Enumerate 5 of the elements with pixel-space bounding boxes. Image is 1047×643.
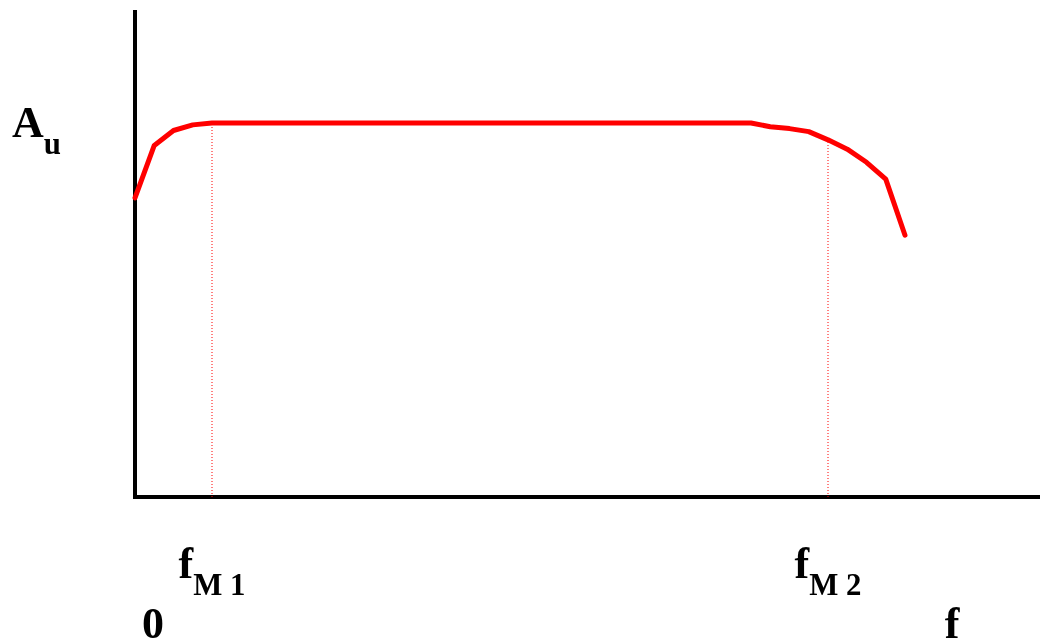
text: 0 xyxy=(142,599,164,643)
y-axis-title: A$_{u}$ xyxy=(12,98,61,161)
x-tick-label: f$_{M 1}$ xyxy=(178,539,246,602)
x-axis-title: f xyxy=(944,599,961,643)
x-tick-label: f$_{M 2}$ xyxy=(794,539,862,602)
